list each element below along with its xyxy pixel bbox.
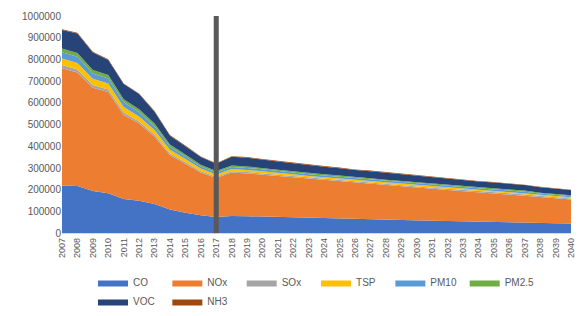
svg-text:700000: 700000 [28, 76, 62, 87]
svg-text:2021: 2021 [273, 238, 283, 258]
svg-text:600000: 600000 [28, 97, 62, 108]
svg-text:0: 0 [55, 228, 61, 239]
svg-text:2038: 2038 [535, 238, 545, 258]
svg-text:2013: 2013 [149, 238, 159, 258]
svg-text:2014: 2014 [165, 238, 175, 258]
svg-text:NH3: NH3 [207, 296, 227, 307]
svg-text:400000: 400000 [28, 141, 62, 152]
svg-text:2035: 2035 [489, 238, 499, 258]
svg-text:500000: 500000 [28, 119, 62, 130]
svg-text:100000: 100000 [28, 206, 62, 217]
svg-text:SOx: SOx [282, 277, 301, 288]
svg-text:2020: 2020 [257, 238, 267, 258]
svg-text:2018: 2018 [227, 238, 237, 258]
svg-text:2031: 2031 [427, 238, 437, 258]
svg-text:2026: 2026 [350, 238, 360, 258]
svg-text:2008: 2008 [72, 238, 82, 258]
svg-text:2036: 2036 [504, 238, 514, 258]
svg-text:2027: 2027 [365, 238, 375, 258]
svg-text:PM10: PM10 [430, 277, 457, 288]
svg-text:2037: 2037 [520, 238, 530, 258]
svg-text:2025: 2025 [335, 238, 345, 258]
svg-text:TSP: TSP [356, 277, 376, 288]
svg-text:VOC: VOC [133, 296, 155, 307]
svg-text:2015: 2015 [180, 238, 190, 258]
svg-text:2039: 2039 [551, 238, 561, 258]
svg-text:2040: 2040 [566, 238, 576, 258]
svg-text:2022: 2022 [288, 238, 298, 258]
svg-text:2029: 2029 [396, 238, 406, 258]
svg-text:2007: 2007 [57, 238, 67, 258]
svg-text:300000: 300000 [28, 163, 62, 174]
svg-text:900000: 900000 [28, 32, 62, 43]
svg-text:2011: 2011 [119, 238, 129, 257]
svg-text:2033: 2033 [458, 238, 468, 258]
svg-text:1000000: 1000000 [22, 11, 61, 22]
svg-text:2028: 2028 [381, 238, 391, 258]
svg-text:200000: 200000 [28, 184, 62, 195]
svg-text:NOx: NOx [207, 277, 227, 288]
svg-text:CO: CO [133, 277, 148, 288]
svg-text:2032: 2032 [443, 238, 453, 258]
svg-text:2010: 2010 [103, 238, 113, 258]
svg-text:2016: 2016 [196, 238, 206, 258]
svg-text:2023: 2023 [304, 238, 314, 258]
svg-text:2030: 2030 [412, 238, 422, 258]
svg-text:2012: 2012 [134, 238, 144, 258]
svg-text:2017: 2017 [211, 238, 221, 258]
svg-text:2009: 2009 [88, 238, 98, 258]
svg-text:PM2.5: PM2.5 [505, 277, 534, 288]
svg-text:2024: 2024 [319, 238, 329, 258]
svg-text:800000: 800000 [28, 54, 62, 65]
svg-text:2034: 2034 [473, 238, 483, 258]
svg-text:2019: 2019 [242, 238, 252, 258]
